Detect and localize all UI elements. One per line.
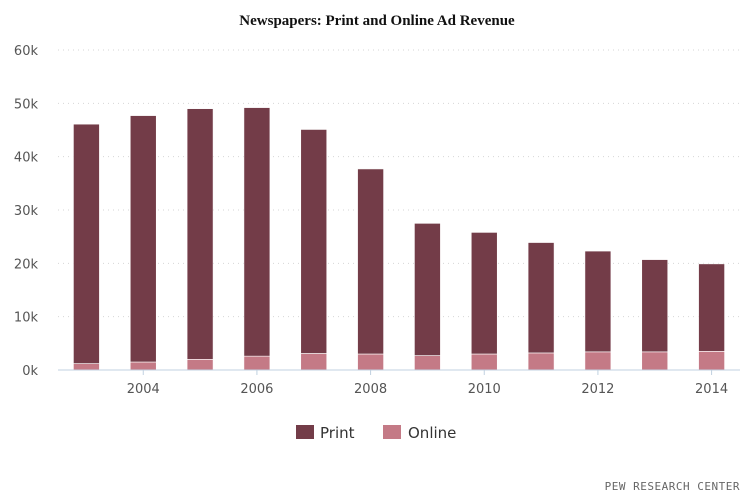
x-tick-label: 2004 (127, 382, 160, 397)
bar-online-2009[interactable] (414, 355, 441, 371)
bar-print-2003[interactable] (73, 123, 100, 364)
legend-label-print: Print (320, 424, 355, 442)
x-axis-ticks: 2004 2006 2008 2010 2012 2014 (127, 370, 728, 397)
legend-item-online[interactable]: Online (383, 424, 456, 442)
y-axis-ticks: 0k 10k 20k 30k 40k 50k 60k (14, 44, 39, 379)
source-credit: PEW RESEARCH CENTER (605, 480, 740, 493)
y-tick-label: 0k (22, 364, 38, 379)
bar-print-2005[interactable] (186, 108, 214, 360)
bar-online-2005[interactable] (186, 359, 214, 371)
x-tick-label: 2014 (695, 382, 728, 397)
bar-online-2010[interactable] (470, 353, 498, 371)
bar-print-2008[interactable] (357, 168, 384, 355)
bar-online-2013[interactable] (641, 351, 669, 371)
legend: Print Online (296, 424, 456, 442)
bar-print-2012[interactable] (584, 250, 612, 353)
y-tick-label: 20k (14, 257, 39, 272)
y-tick-label: 30k (14, 204, 39, 219)
x-tick-label: 2012 (581, 382, 614, 397)
bar-online-2006[interactable] (243, 355, 271, 371)
x-tick-label: 2008 (354, 382, 387, 397)
y-tick-label: 50k (14, 97, 39, 112)
chart-title: Newspapers: Print and Online Ad Revenue (239, 13, 515, 29)
bar-online-2007[interactable] (300, 353, 328, 371)
bar-online-2014[interactable] (698, 351, 725, 371)
gridlines (58, 49, 740, 318)
bar-print-2006[interactable] (243, 107, 271, 357)
bar-online-2008[interactable] (357, 353, 384, 371)
bar-print-2009[interactable] (414, 223, 441, 356)
legend-swatch-print (296, 425, 314, 439)
bar-print-2014[interactable] (698, 263, 725, 352)
bar-print-2007[interactable] (300, 129, 328, 354)
bar-online-2012[interactable] (584, 351, 612, 371)
x-tick-label: 2006 (240, 382, 273, 397)
x-tick-label: 2010 (468, 382, 501, 397)
bar-print-2011[interactable] (527, 242, 555, 354)
legend-item-print[interactable]: Print (296, 424, 355, 442)
legend-label-online: Online (408, 424, 456, 442)
y-tick-label: 10k (14, 311, 39, 326)
bar-online-2003[interactable] (73, 363, 100, 371)
bars (73, 107, 725, 371)
bar-online-2011[interactable] (527, 352, 555, 371)
bar-print-2010[interactable] (470, 232, 498, 355)
bar-print-2004[interactable] (129, 115, 157, 363)
y-tick-label: 60k (14, 44, 39, 59)
legend-swatch-online (383, 425, 401, 439)
y-tick-label: 40k (14, 151, 39, 166)
bar-online-2004[interactable] (129, 361, 157, 371)
bar-print-2013[interactable] (641, 259, 669, 353)
